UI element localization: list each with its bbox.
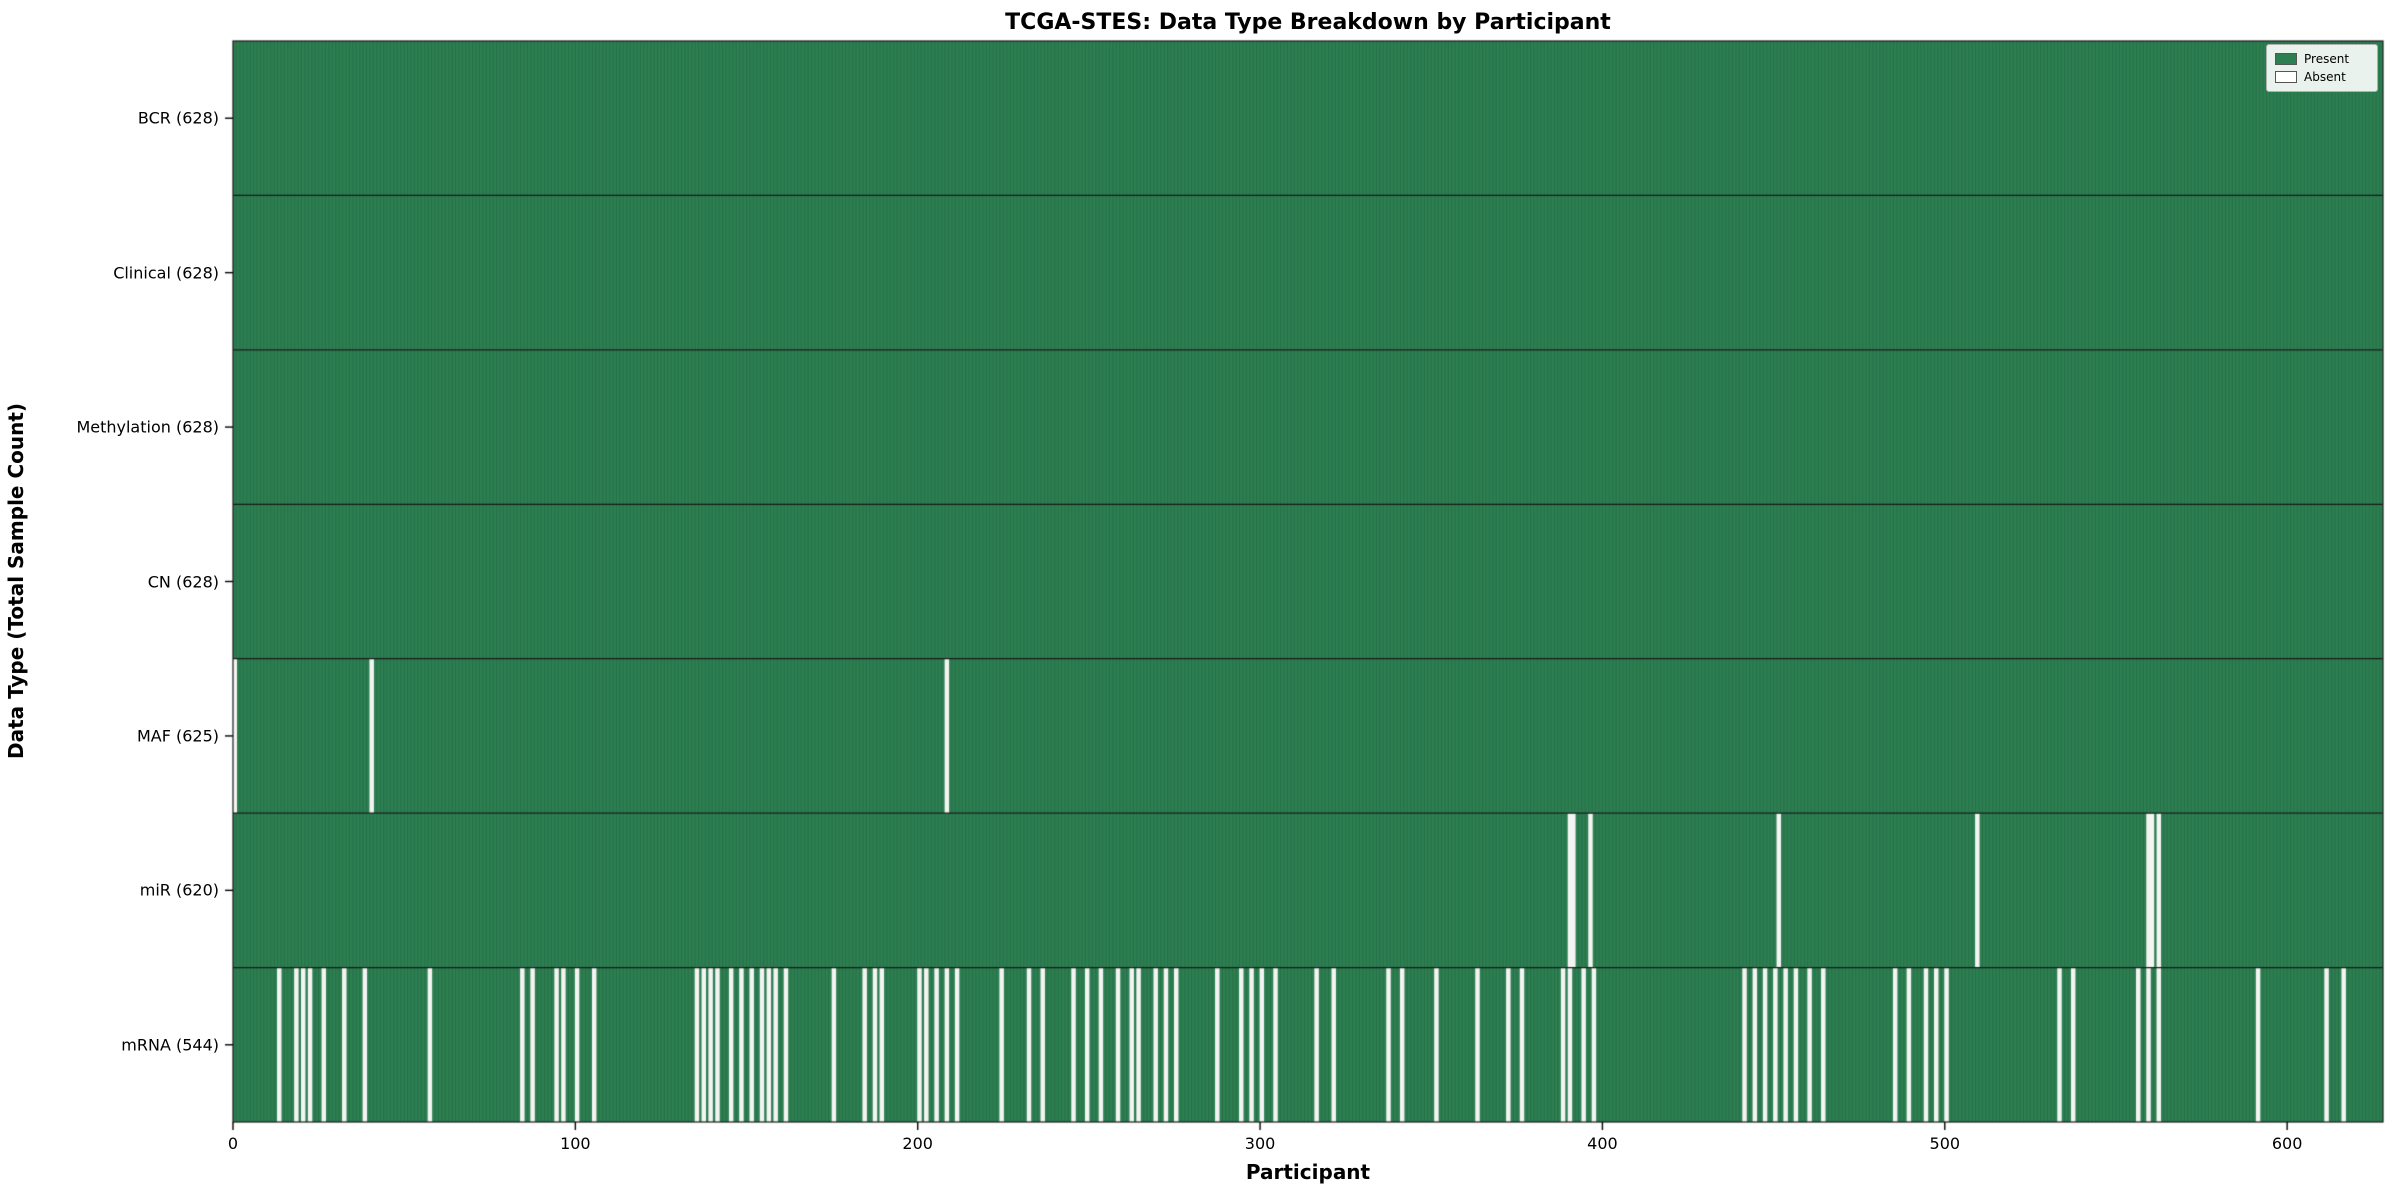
x-tick-label: 0: [227, 1134, 239, 1153]
y-axis-label: Data Type (Total Sample Count): [4, 402, 28, 760]
chart-title: TCGA-STES: Data Type Breakdown by Partic…: [1005, 10, 1611, 35]
x-tick-label: 400: [1587, 1134, 1618, 1153]
x-tick-label: 100: [560, 1134, 591, 1153]
y-tick-label: BCR (628): [137, 108, 219, 128]
x-tick-label: 500: [1929, 1134, 1961, 1153]
y-tick-label: Methylation (628): [76, 417, 219, 437]
y-tick-label: CN (628): [147, 572, 219, 591]
legend-label-absent: Absent: [2304, 70, 2346, 84]
y-tick-label: miR (620): [139, 880, 219, 900]
legend: Present Absent: [2266, 44, 2378, 92]
legend-item-present: Present: [2275, 50, 2369, 68]
legend-label-present: Present: [2304, 52, 2350, 66]
y-tick-label: mRNA (544): [121, 1035, 219, 1055]
x-tick-label: 300: [1244, 1134, 1276, 1153]
x-axis-label: Participant: [1245, 1160, 1371, 1184]
legend-swatch-present-icon: [2275, 53, 2297, 65]
y-tick-label: MAF (625): [136, 726, 219, 746]
legend-swatch-absent-icon: [2275, 71, 2297, 83]
legend-item-absent: Absent: [2275, 68, 2369, 86]
x-tick-label: 600: [2271, 1134, 2303, 1153]
y-tick-label: Clinical (628): [113, 263, 219, 283]
x-tick-label: 200: [902, 1134, 933, 1153]
